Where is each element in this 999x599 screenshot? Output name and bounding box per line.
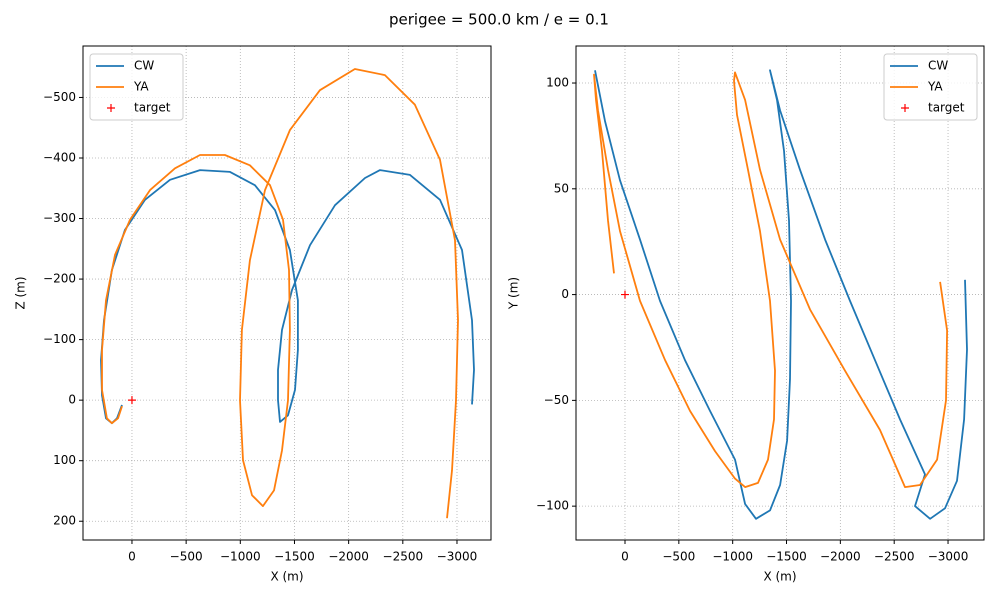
x-tick-label: −2000 <box>328 550 369 564</box>
y-tick-label: 100 <box>546 76 569 90</box>
x-tick-label: 0 <box>128 550 136 564</box>
y-tick-label: −100 <box>43 332 76 346</box>
series-line <box>594 69 968 520</box>
y-tick-label: 100 <box>53 453 76 467</box>
x-tick-label: −1500 <box>274 550 315 564</box>
target-marker <box>127 396 136 405</box>
legend-label: target <box>928 101 965 115</box>
legend-label: YA <box>927 80 943 94</box>
x-tick-label: −500 <box>170 550 203 564</box>
x-tick-label: 0 <box>621 550 629 564</box>
x-axis-label: X (m) <box>270 570 303 584</box>
x-tick-label: −1000 <box>220 550 261 564</box>
x-tick-label: −1500 <box>766 550 807 564</box>
x-axis-label: X (m) <box>763 570 796 584</box>
y-tick-label: 0 <box>561 287 569 301</box>
y-tick-label: −100 <box>536 499 569 513</box>
y-tick-label: −400 <box>43 150 76 164</box>
y-axis-label: Z (m) <box>14 276 28 309</box>
y-tick-label: 0 <box>68 393 76 407</box>
x-tick-label: −500 <box>662 550 695 564</box>
y-axis-label: Y (m) <box>507 277 521 310</box>
x-tick-label: −3000 <box>928 550 969 564</box>
legend-box <box>89 53 184 121</box>
legend-label: CW <box>134 59 154 73</box>
target-marker <box>620 290 629 299</box>
series-line <box>593 71 948 488</box>
legend-marker <box>901 104 909 112</box>
x-tick-label: −2000 <box>820 550 861 564</box>
legend-box <box>883 53 978 121</box>
y-tick-label: −500 <box>43 90 76 104</box>
axes-frame <box>82 45 492 541</box>
legend-label: target <box>134 101 171 115</box>
x-tick-label: −2500 <box>874 550 915 564</box>
legend-label: YA <box>133 80 149 94</box>
y-tick-label: 200 <box>53 514 76 528</box>
legend-label: CW <box>928 59 948 73</box>
axes-frame <box>575 45 985 541</box>
y-tick-label: −50 <box>544 393 569 407</box>
y-tick-label: −300 <box>43 211 76 225</box>
y-tick-label: 50 <box>554 181 569 195</box>
x-tick-label: −2500 <box>383 550 424 564</box>
plot-area <box>593 69 968 520</box>
x-tick-label: −3000 <box>437 550 478 564</box>
x-tick-label: −1000 <box>712 550 753 564</box>
series-line <box>101 68 459 519</box>
legend-marker <box>107 104 115 112</box>
plot-area <box>100 68 475 519</box>
y-tick-label: −200 <box>43 272 76 286</box>
figure-title: perigee = 500.0 km / e = 0.1 <box>389 11 609 29</box>
